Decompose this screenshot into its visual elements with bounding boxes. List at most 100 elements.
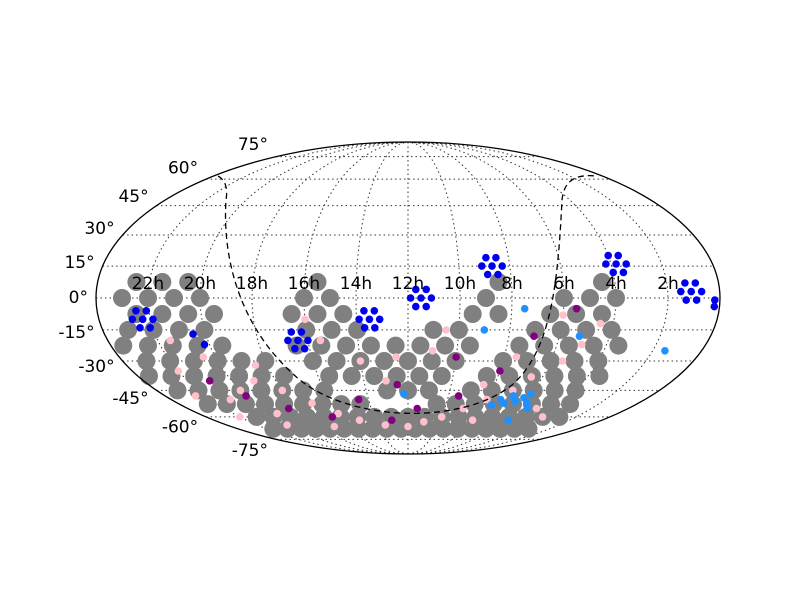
sky-point bbox=[406, 294, 415, 302]
sky-point bbox=[213, 336, 232, 355]
ra-tick-label: 22h bbox=[132, 274, 164, 294]
dec-tick-label: 15° bbox=[64, 253, 94, 273]
sky-point bbox=[297, 328, 306, 336]
sky-point bbox=[488, 262, 496, 270]
sky-point bbox=[612, 260, 620, 268]
meridian-grid-line bbox=[407, 141, 617, 455]
sky-point bbox=[661, 347, 669, 355]
sky-point bbox=[304, 336, 312, 345]
sky-point bbox=[354, 395, 363, 404]
sky-point bbox=[283, 421, 291, 429]
sky-point bbox=[342, 367, 361, 385]
sky-point bbox=[517, 352, 536, 370]
sky-point bbox=[530, 332, 538, 341]
sky-point bbox=[282, 305, 301, 323]
sky-point bbox=[348, 320, 367, 339]
sky-point bbox=[114, 336, 133, 355]
ra-tick-label: 8h bbox=[501, 274, 523, 294]
sky-point bbox=[461, 381, 480, 400]
sky-point bbox=[437, 413, 446, 421]
sky-point bbox=[542, 395, 560, 414]
sky-point bbox=[427, 294, 436, 302]
sky-point bbox=[236, 386, 245, 395]
sky-point bbox=[532, 404, 541, 413]
sky-point bbox=[482, 253, 490, 262]
sky-point bbox=[360, 324, 369, 332]
sky-point bbox=[378, 381, 396, 400]
sky-point bbox=[189, 330, 197, 338]
sky-point bbox=[691, 279, 700, 287]
sky-point bbox=[417, 294, 425, 302]
sky-point bbox=[477, 419, 495, 438]
sky-point bbox=[153, 273, 172, 291]
sky-point bbox=[294, 336, 302, 345]
sky-point bbox=[454, 392, 463, 400]
sky-point bbox=[200, 340, 209, 349]
dec-tick-label: 30° bbox=[84, 219, 114, 239]
sky-point bbox=[142, 307, 151, 315]
dec-tick-label: 0° bbox=[69, 288, 88, 308]
sky-point bbox=[393, 380, 402, 389]
ra-tick-label: 16h bbox=[288, 274, 320, 294]
sky-point bbox=[355, 315, 363, 324]
ra-tick-label: 6h bbox=[553, 274, 575, 294]
sky-point bbox=[170, 320, 188, 339]
points bbox=[113, 251, 719, 438]
sky-point bbox=[496, 367, 504, 375]
sky-point bbox=[370, 307, 379, 315]
sky-point bbox=[128, 315, 137, 324]
sky-point bbox=[468, 416, 477, 425]
sky-point bbox=[565, 352, 584, 370]
sky-point bbox=[386, 336, 405, 355]
sky-point bbox=[559, 311, 567, 319]
sky-point bbox=[365, 367, 384, 385]
sky-point bbox=[291, 344, 299, 353]
sky-point bbox=[356, 357, 365, 365]
sky-point bbox=[561, 395, 580, 414]
sky-point bbox=[422, 352, 441, 370]
dec-tick-label: 45° bbox=[118, 187, 148, 207]
sky-point bbox=[191, 392, 200, 400]
sky-point bbox=[137, 352, 156, 370]
sky-point bbox=[509, 386, 517, 395]
sky-point bbox=[153, 305, 172, 323]
sky-point bbox=[210, 381, 229, 400]
sky-point bbox=[527, 373, 536, 381]
sky-point bbox=[602, 320, 621, 339]
sky-point bbox=[478, 262, 486, 270]
sky-point bbox=[363, 419, 382, 438]
sky-point bbox=[711, 296, 719, 304]
sky-point bbox=[165, 289, 183, 307]
ra-tick-label: 20h bbox=[184, 274, 216, 294]
sky-point bbox=[463, 305, 482, 323]
sky-point bbox=[132, 307, 140, 315]
sky-point bbox=[191, 289, 209, 307]
sky-point bbox=[278, 386, 287, 395]
sky-point bbox=[284, 404, 293, 413]
sky-point bbox=[188, 336, 207, 355]
sky-point bbox=[161, 352, 180, 370]
ra-tick-label: 10h bbox=[444, 274, 476, 294]
sky-point bbox=[392, 353, 400, 361]
sky-point bbox=[251, 361, 260, 369]
sky-point bbox=[567, 367, 586, 385]
sky-point bbox=[422, 285, 431, 294]
dec-tick-label: -60° bbox=[162, 417, 198, 437]
sky-point bbox=[287, 328, 296, 336]
sky-point bbox=[459, 404, 467, 413]
sky-point bbox=[500, 399, 508, 408]
sky-point bbox=[681, 279, 689, 287]
ra-tick-label: 2h bbox=[657, 274, 679, 294]
sky-point bbox=[584, 336, 603, 355]
sky-point bbox=[710, 302, 719, 311]
sky-point bbox=[432, 367, 451, 385]
sky-point bbox=[375, 352, 394, 370]
sky-point bbox=[256, 352, 275, 370]
sky-point bbox=[301, 315, 309, 324]
sky-point bbox=[593, 305, 611, 323]
ra-tick-label: 4h bbox=[605, 274, 627, 294]
sky-point bbox=[174, 367, 183, 375]
sky-point bbox=[483, 270, 492, 279]
sky-point bbox=[205, 305, 223, 323]
